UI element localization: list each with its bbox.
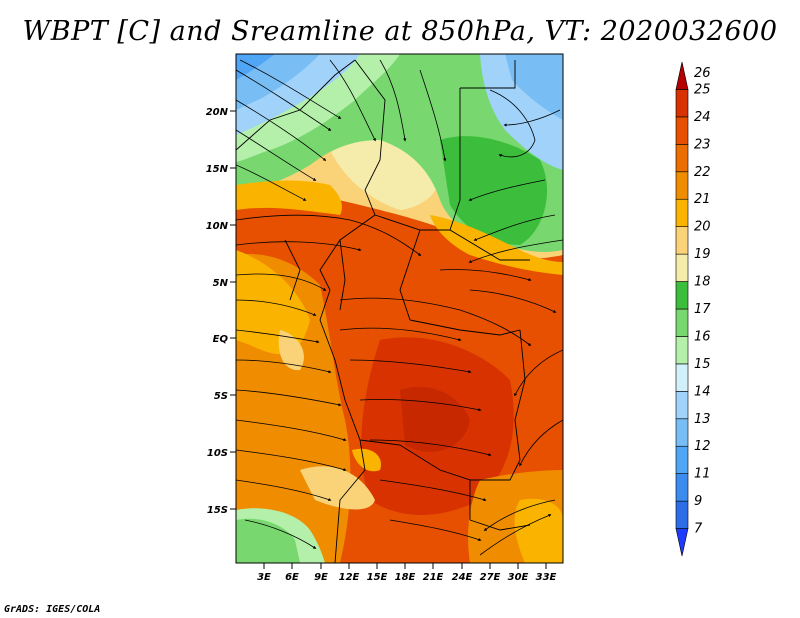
lon-label: 21E <box>423 572 444 583</box>
lon-label: 27E <box>480 572 501 583</box>
lat-label: 20N <box>206 107 229 118</box>
colorbar-swatch <box>675 308 689 337</box>
colorbar-swatch <box>675 171 689 200</box>
colorbar-swatch <box>675 336 689 365</box>
lon-label: 30E <box>508 572 529 583</box>
colorbar-swatch <box>675 391 689 420</box>
country-borders <box>236 59 531 563</box>
lat-label: 5N <box>213 278 229 289</box>
lat-label: EQ <box>213 334 229 345</box>
colorbar-swatch <box>675 473 689 502</box>
colorbar-swatch <box>675 418 689 447</box>
lat-label: 10S <box>207 448 228 459</box>
colorbar-swatch <box>675 61 689 90</box>
colorbar-label: 18 <box>694 275 711 290</box>
colorbar-label: 21 <box>694 192 711 207</box>
colorbar-label: 15 <box>694 357 711 372</box>
colorbar-swatch <box>675 198 689 227</box>
lon-label: 3E <box>257 572 271 583</box>
colorbar-label: 20 <box>694 220 711 235</box>
colorbar-label: 14 <box>694 384 711 399</box>
colorbar-label: 19 <box>694 247 711 262</box>
colorbar-swatch <box>675 226 689 255</box>
grads-credit: GrADS: IGES/COLA <box>4 604 101 615</box>
colorbar-label: 9 <box>694 494 702 509</box>
colorbar-swatch <box>675 116 689 145</box>
colorbar-swatch <box>675 363 689 392</box>
colorbar-label: 7 <box>694 522 703 537</box>
lon-label: 9E <box>314 572 328 583</box>
colorbar-label: 22 <box>694 165 711 180</box>
colorbar-swatch <box>675 253 689 282</box>
colorbar-swatch <box>675 500 689 529</box>
colorbar-label: 24 <box>694 110 711 125</box>
streamlines <box>236 59 563 556</box>
lat-label: 5S <box>214 391 228 402</box>
lat-label: 10N <box>206 221 229 232</box>
colorbar-label: 13 <box>694 412 711 427</box>
colorbar-swatch <box>675 89 689 118</box>
lon-label: 18E <box>395 572 416 583</box>
colorbar-swatch <box>675 528 689 557</box>
lon-label: 33E <box>536 572 557 583</box>
colorbar-swatch <box>675 144 689 173</box>
colorbar-label: 11 <box>694 467 711 482</box>
colorbar-label: 17 <box>694 302 711 317</box>
colorbar-label: 12 <box>694 439 711 454</box>
colorbar-label: 26 <box>694 66 711 81</box>
chart-title: WBPT [C] and Sreamline at 850hPa, VT: 20… <box>22 16 778 47</box>
lat-label: 15N <box>206 164 229 175</box>
colorbar-swatch <box>675 445 689 474</box>
lon-label: 6E <box>285 572 299 583</box>
colorbar-label: 23 <box>694 137 711 152</box>
map-frame <box>235 53 564 564</box>
colorbar-label: 25 <box>694 82 711 97</box>
lon-label: 15E <box>367 572 388 583</box>
lat-axis: 20N 15N 10N 5N EQ 5S 10S 15S <box>206 107 236 516</box>
colorbar-label: 16 <box>694 329 711 344</box>
lon-label: 12E <box>339 572 360 583</box>
colorbar-swatch <box>675 281 689 310</box>
lon-axis: 3E 6E 9E 12E 15E 18E 21E 24E 27E 30E 33E <box>257 563 557 583</box>
lat-label: 15S <box>207 505 228 516</box>
lon-label: 24E <box>452 572 473 583</box>
